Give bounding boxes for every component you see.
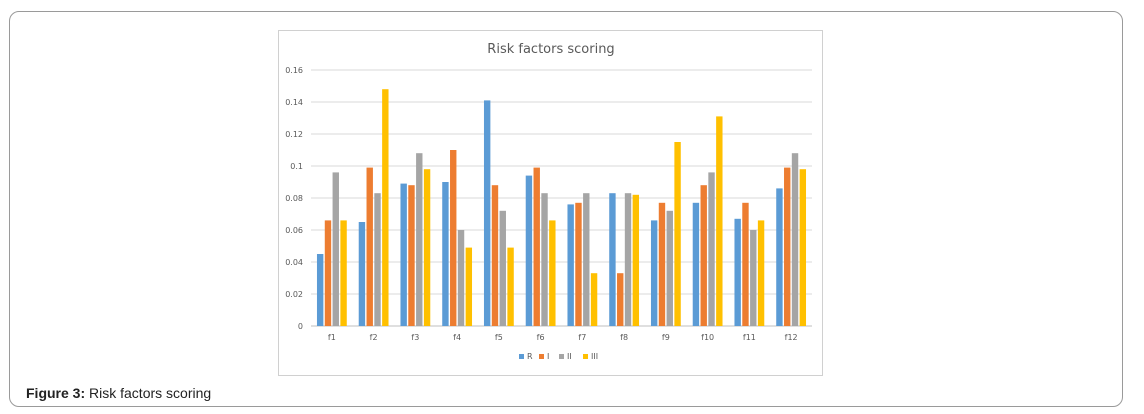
bar-f6-I bbox=[533, 167, 540, 326]
bar-f4-III bbox=[465, 247, 473, 326]
bar-f1-III bbox=[340, 220, 347, 326]
bar-f6-III bbox=[549, 220, 556, 326]
bar-f1-R bbox=[316, 254, 324, 326]
bar-f2-III bbox=[382, 89, 389, 326]
x-tick-label: f4 bbox=[453, 333, 461, 342]
bar-f12-R bbox=[776, 188, 783, 326]
legend-label-II: II bbox=[567, 352, 572, 361]
x-tick-label: f6 bbox=[537, 333, 545, 342]
bar-f9-II bbox=[666, 210, 673, 326]
x-tick-label: f10 bbox=[701, 333, 714, 342]
y-tick-label: 0.12 bbox=[285, 130, 303, 139]
bar-f5-I bbox=[491, 185, 499, 326]
x-tick-label: f11 bbox=[743, 333, 756, 342]
x-tick-label: f8 bbox=[620, 333, 628, 342]
bar-f2-R bbox=[358, 222, 366, 326]
y-tick-label: 0.04 bbox=[285, 258, 303, 267]
y-tick-label: 0.16 bbox=[285, 66, 303, 75]
bar-f11-I bbox=[742, 202, 749, 326]
legend-swatch-II bbox=[559, 354, 564, 359]
x-tick-label: f2 bbox=[370, 333, 378, 342]
bars bbox=[316, 89, 807, 327]
bar-f1-I bbox=[324, 220, 332, 326]
bar-f11-III bbox=[757, 220, 765, 326]
bar-f7-II bbox=[583, 193, 590, 326]
bar-f3-I bbox=[408, 185, 415, 326]
y-tick-label: 0 bbox=[298, 322, 303, 331]
figure-caption-text: Risk factors scoring bbox=[89, 385, 212, 401]
legend-swatch-R bbox=[519, 354, 524, 359]
x-tick-label: f12 bbox=[785, 333, 798, 342]
y-tick-label: 0.02 bbox=[285, 290, 303, 299]
bar-f9-I bbox=[658, 202, 666, 326]
bar-f12-I bbox=[784, 167, 791, 326]
bar-f4-R bbox=[442, 182, 449, 326]
x-axis-tick-labels: f1 f2 f3 f4 f5 f6 f7 f8 f9 f10 f11 f12 bbox=[328, 333, 798, 342]
grid-lines bbox=[311, 69, 812, 327]
bar-f10-III bbox=[716, 116, 723, 327]
bar-f2-I bbox=[366, 167, 373, 326]
bar-f10-II bbox=[708, 172, 715, 326]
x-tick-label: f7 bbox=[578, 333, 586, 342]
x-tick-label: f3 bbox=[411, 333, 419, 342]
bar-f9-R bbox=[650, 220, 658, 326]
x-tick-label: f5 bbox=[495, 333, 503, 342]
y-tick-label: 0.08 bbox=[285, 194, 303, 203]
bar-f5-R bbox=[483, 100, 491, 327]
figure-caption-label: Figure 3: bbox=[26, 385, 86, 401]
bar-f2-II bbox=[374, 193, 381, 326]
figure-caption: Figure 3: Risk factors scoring bbox=[26, 385, 211, 401]
legend-label-III: III bbox=[591, 352, 598, 361]
bar-f7-III bbox=[590, 273, 598, 326]
x-tick-label: f9 bbox=[662, 333, 670, 342]
bar-f7-R bbox=[567, 204, 574, 326]
legend-label-R: R bbox=[527, 352, 533, 361]
bar-f8-R bbox=[609, 193, 616, 326]
bar-f3-II bbox=[416, 153, 423, 326]
chart-svg: Risk factors scoring 0 0.02 0.04 0.06 0.08 0.… bbox=[285, 42, 812, 361]
bar-f6-II bbox=[541, 193, 548, 326]
bar-f11-R bbox=[734, 218, 741, 326]
x-tick-label: f1 bbox=[328, 333, 336, 342]
y-tick-label: 0.06 bbox=[285, 226, 303, 235]
bar-f7-I bbox=[575, 202, 582, 326]
bar-f8-II bbox=[624, 193, 632, 326]
chart-container: Risk factors scoring 0 0.02 0.04 0.06 0.08 0.… bbox=[278, 30, 823, 376]
bar-f10-R bbox=[692, 202, 700, 326]
bar-f8-I bbox=[617, 273, 624, 326]
y-tick-label: 0.14 bbox=[285, 98, 303, 107]
bar-f9-III bbox=[674, 142, 681, 326]
chart-title: Risk factors scoring bbox=[487, 42, 614, 57]
legend: R I II III bbox=[519, 352, 598, 361]
bar-f5-II bbox=[499, 210, 506, 326]
bar-f12-III bbox=[799, 169, 807, 326]
bar-f10-I bbox=[700, 185, 707, 326]
y-axis-tick-labels: 0 0.02 0.04 0.06 0.08 0.1 0.12 0.14 0.16 bbox=[285, 66, 303, 331]
y-tick-label: 0.1 bbox=[290, 162, 303, 171]
legend-swatch-III bbox=[583, 354, 588, 359]
bar-f3-III bbox=[423, 169, 431, 326]
bar-f11-II bbox=[750, 230, 757, 326]
legend-label-I: I bbox=[547, 352, 549, 361]
bar-f5-III bbox=[507, 247, 514, 326]
bar-f1-II bbox=[332, 172, 339, 326]
bar-f6-R bbox=[525, 175, 533, 326]
bar-f4-II bbox=[457, 230, 465, 326]
bar-f12-II bbox=[791, 153, 799, 326]
bar-f4-I bbox=[450, 150, 457, 326]
legend-swatch-I bbox=[539, 354, 544, 359]
bar-f3-R bbox=[400, 183, 407, 326]
bar-f8-III bbox=[632, 194, 640, 326]
